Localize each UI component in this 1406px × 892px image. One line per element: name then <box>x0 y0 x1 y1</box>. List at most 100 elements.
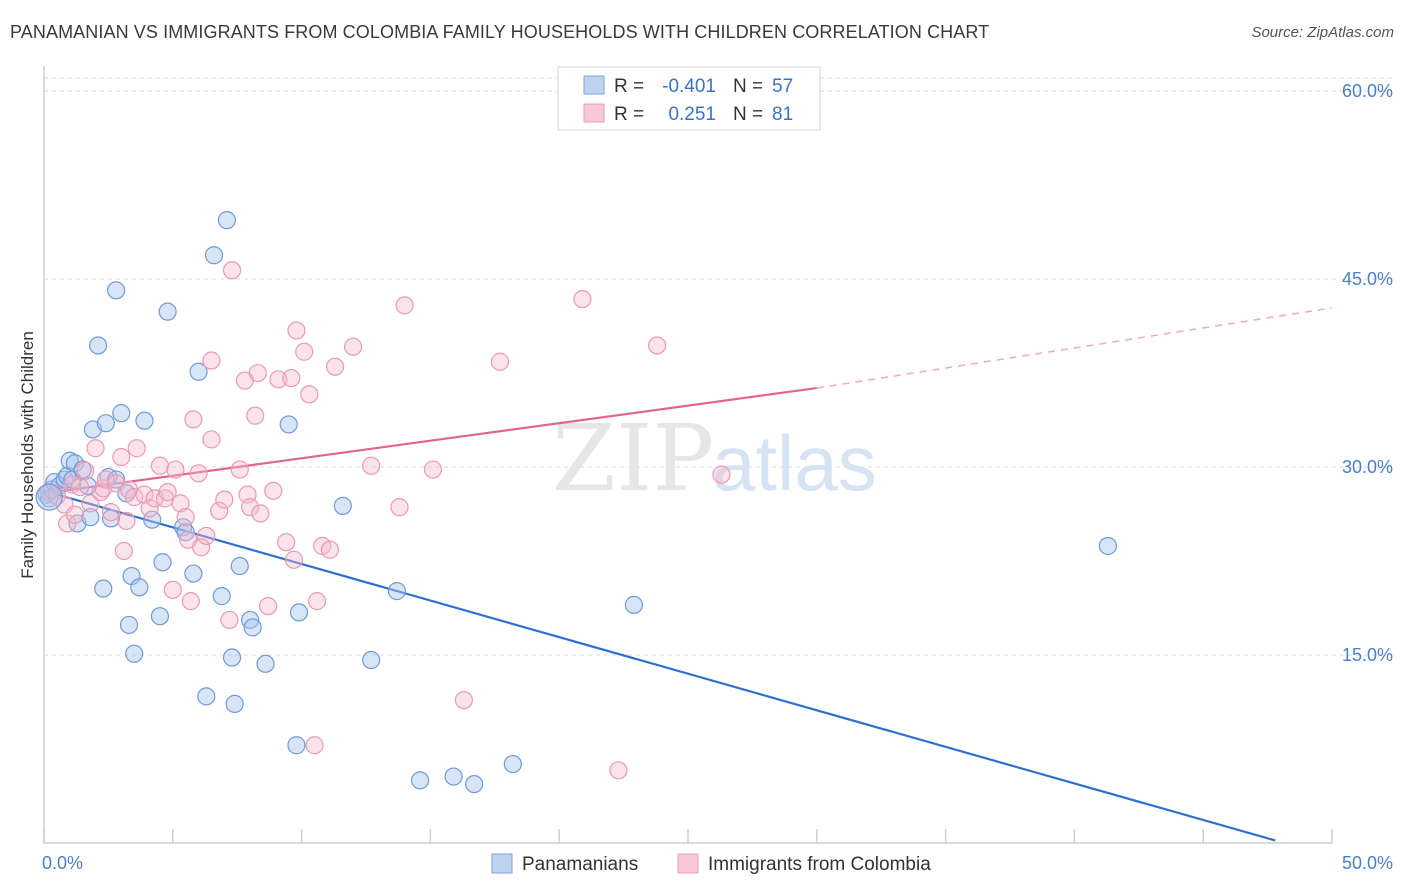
panamanian-point-22 <box>112 404 131 423</box>
axes <box>43 66 1333 844</box>
colombia-point-7 <box>76 461 95 480</box>
colombia-point-68 <box>423 460 443 479</box>
colombia-point-71 <box>573 290 592 309</box>
panamanian-point-21 <box>107 281 126 300</box>
colombia-trend-line <box>43 386 817 495</box>
colombia-point-5 <box>65 505 85 524</box>
colombia-point-48 <box>248 363 267 383</box>
colombia-point-16 <box>114 541 133 561</box>
colombia-point-65 <box>362 456 381 475</box>
chart-title: PANAMANIAN VS IMMIGRANTS FROM COLOMBIA F… <box>10 22 990 42</box>
colombia-point-21 <box>135 485 154 504</box>
colombia-point-50 <box>259 597 278 616</box>
colombia-point-49 <box>251 504 270 523</box>
legend-swatch-blue <box>583 75 605 95</box>
panamanian-point-31 <box>153 553 172 572</box>
legend-n-value-pink: 81 <box>772 104 793 125</box>
colombia-point-60 <box>307 592 327 611</box>
colombia-point-33 <box>184 410 203 429</box>
colombia-point-52 <box>269 370 288 389</box>
panamanian-point-47 <box>279 415 298 434</box>
panamanian-point-19 <box>101 509 121 528</box>
colombia-point-63 <box>325 357 345 376</box>
legend-r-label-blue: R = <box>614 76 644 97</box>
panamanian-point-35 <box>184 564 203 583</box>
colombia-point-32 <box>181 592 200 611</box>
series-legend: Panamanians Immigrants from Colombia <box>491 853 931 875</box>
colombia-point-43 <box>230 460 249 479</box>
panamanian-point-45 <box>243 618 262 637</box>
panamanian-point-16 <box>94 579 113 598</box>
panamanian-point-58 <box>1098 536 1117 556</box>
panamanian-point-40 <box>217 211 236 230</box>
colombia-point-53 <box>277 533 296 552</box>
legend-r-label-pink: R = <box>614 104 644 125</box>
panamanian-point-57 <box>624 595 644 614</box>
colombia-point-12 <box>96 470 115 489</box>
panamanian-point-17 <box>96 414 115 433</box>
colombia-point-54 <box>282 368 301 388</box>
colombia-point-13 <box>101 503 121 522</box>
panamanian-point-38 <box>204 246 224 265</box>
watermark: ZIP atlas <box>552 405 877 512</box>
colombia-point-29 <box>171 494 190 513</box>
panamanian-point-56 <box>503 754 522 774</box>
panamanian-point-53 <box>410 771 430 790</box>
colombia-point-17 <box>117 511 136 531</box>
panamanian-point-42 <box>225 694 244 713</box>
colombia-point-55 <box>284 550 303 569</box>
panamanian-point-55 <box>465 774 484 794</box>
panamanian-point-36 <box>189 362 208 381</box>
colombia-point-40 <box>215 490 234 509</box>
colombia-point-66 <box>390 498 409 517</box>
colombia-point-59 <box>305 736 324 755</box>
colombia-point-20 <box>127 439 146 458</box>
colombia-point-46 <box>240 498 260 517</box>
colombia-point-70 <box>490 352 510 371</box>
panamanian-point-52 <box>387 582 407 601</box>
colombia-point-26 <box>158 482 177 502</box>
colombia-point-56 <box>287 321 306 340</box>
colombia-point-57 <box>295 342 314 361</box>
colombia-point-38 <box>202 430 221 449</box>
colombia-point-6 <box>70 477 90 497</box>
panamanian-cluster-point <box>35 483 63 511</box>
colombia-point-62 <box>320 540 340 559</box>
panamanian-point-13 <box>81 508 100 527</box>
series-legend-label-blue: Panamanians <box>522 854 638 875</box>
colombia-point-35 <box>192 538 211 557</box>
colombia-point-27 <box>163 580 182 599</box>
panamanian-point-15 <box>88 336 108 355</box>
panamanian-point-24 <box>119 615 139 635</box>
colombia-point-51 <box>264 481 283 500</box>
colombia-point-73 <box>647 336 667 355</box>
colombia-point-28 <box>166 460 185 479</box>
colombia-point-9 <box>86 439 105 458</box>
legend-n-value-blue: 57 <box>772 76 793 97</box>
watermark-zip: ZIP <box>552 405 714 512</box>
panamanian-point-49 <box>289 603 309 622</box>
trend-lines <box>43 307 1333 842</box>
y-tick-label-1: 30.0% <box>1342 457 1393 477</box>
colombia-point-34 <box>189 464 208 483</box>
colombia-point-64 <box>344 337 363 356</box>
panamanian-point-41 <box>222 648 242 667</box>
legend-r-value-blue: -0.401 <box>662 76 716 97</box>
legend-r-value-pink: 0.251 <box>668 104 716 125</box>
colombia-point-72 <box>609 761 628 780</box>
colombia-point-24 <box>150 456 170 475</box>
chart-source: Source: ZipAtlas.com <box>1251 24 1394 41</box>
correlation-legend: R = -0.401 N = 57 R = 0.251 N = 81 <box>557 66 821 131</box>
panamanian-point-37 <box>197 687 216 706</box>
x-tick-label-0: 0.0% <box>42 853 83 873</box>
colombia-point-22 <box>140 499 159 518</box>
legend-swatch-pink <box>583 103 605 123</box>
colombia-point-30 <box>176 508 195 527</box>
panamanian-point-26 <box>125 644 144 663</box>
watermark-atlas: atlas <box>712 419 877 507</box>
panamanian-trend-line <box>43 489 1276 842</box>
panamanian-point-39 <box>212 587 231 606</box>
colombia-point-67 <box>395 296 414 315</box>
colombia-trend-extension <box>816 307 1333 389</box>
